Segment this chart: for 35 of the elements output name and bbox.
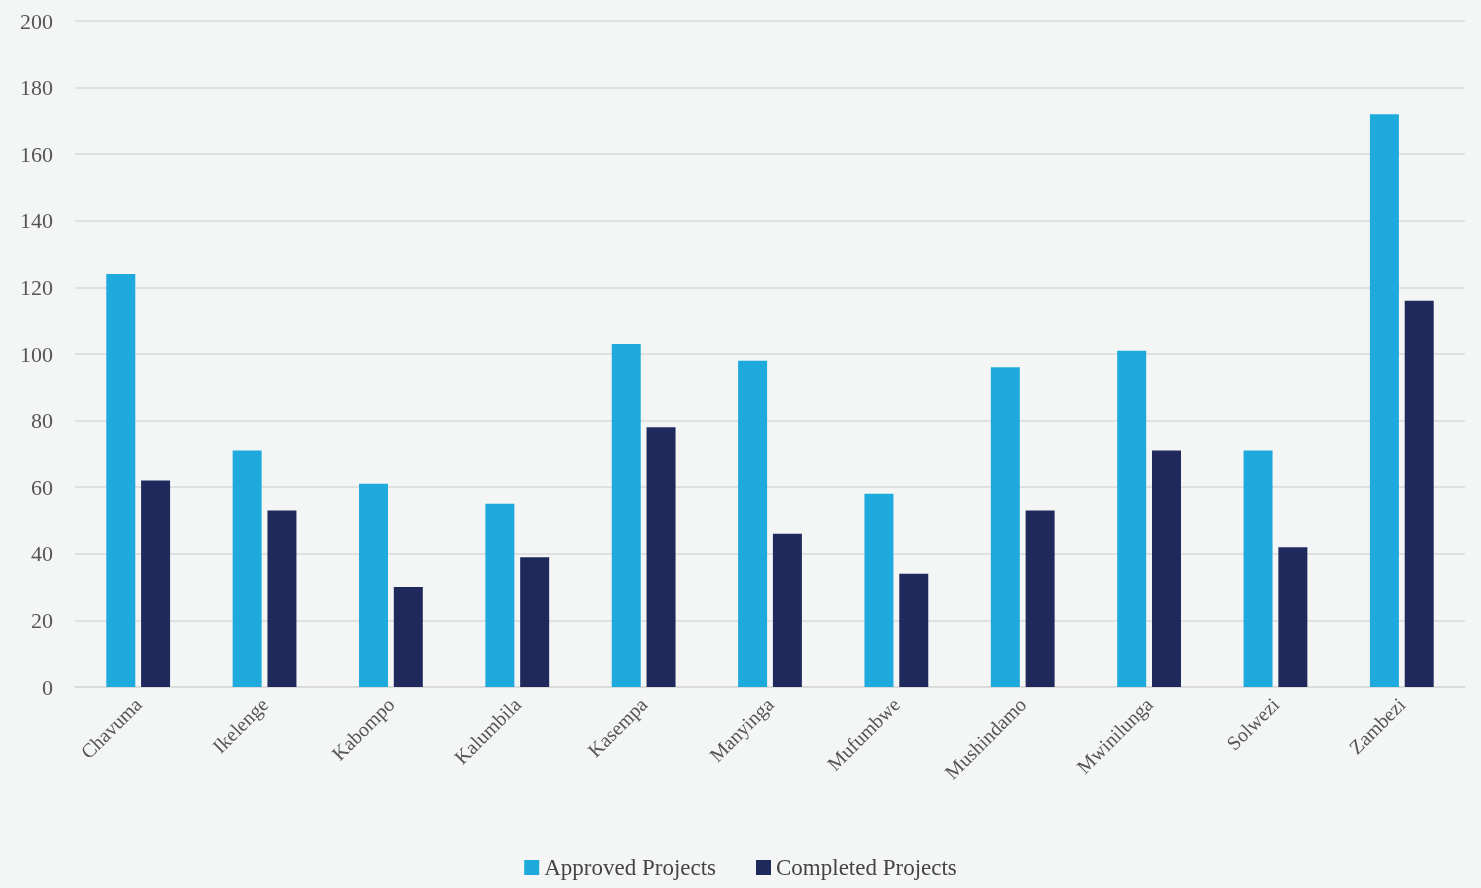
bar <box>899 573 929 687</box>
bar <box>1369 114 1399 687</box>
bar <box>267 510 297 687</box>
y-tick-label: 20 <box>31 607 53 633</box>
bar <box>1243 450 1273 687</box>
bar <box>1278 547 1308 687</box>
bar <box>611 344 641 687</box>
y-tick-label: 40 <box>31 541 53 567</box>
y-tick-label: 200 <box>20 8 53 34</box>
bar <box>990 367 1020 687</box>
bar <box>520 557 550 687</box>
bar <box>1151 450 1181 687</box>
legend-label: Approved Projects <box>544 855 717 880</box>
y-tick-label: 0 <box>42 674 53 700</box>
y-tick-label: 120 <box>20 274 53 300</box>
bar <box>864 493 894 687</box>
bar <box>1404 300 1434 687</box>
bar <box>1025 510 1055 687</box>
bar <box>232 450 262 687</box>
bar <box>772 533 802 687</box>
y-tick-label: 100 <box>20 341 53 367</box>
bar <box>359 483 389 687</box>
bar <box>106 274 136 687</box>
bar <box>738 360 768 687</box>
y-tick-label: 60 <box>31 474 53 500</box>
y-tick-label: 160 <box>20 141 53 167</box>
bar <box>393 587 423 687</box>
bar <box>485 503 515 687</box>
bar <box>1117 350 1147 687</box>
bar <box>646 427 676 687</box>
legend-label: Completed Projects <box>776 855 957 880</box>
y-tick-label: 180 <box>20 75 53 101</box>
bar <box>141 480 171 687</box>
y-tick-label: 80 <box>31 408 53 434</box>
y-tick-label: 140 <box>20 208 53 234</box>
